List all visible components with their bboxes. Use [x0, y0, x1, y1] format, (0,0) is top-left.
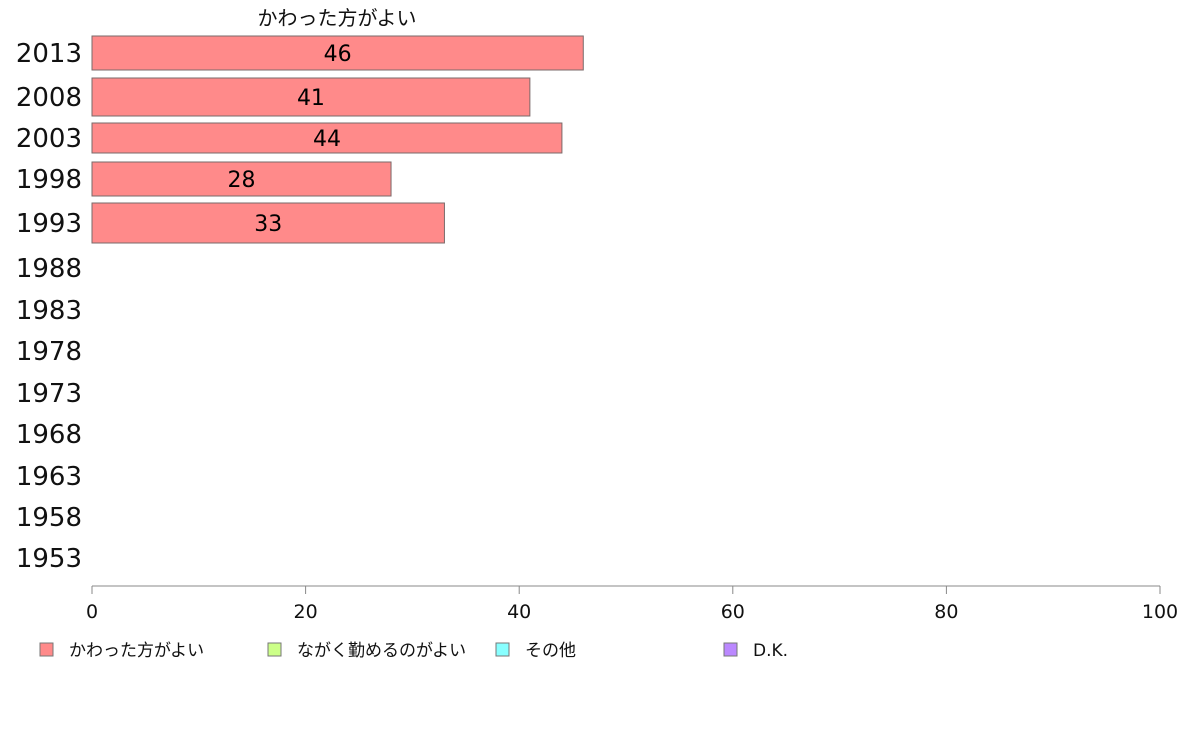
y-tick-label: 1983: [16, 296, 82, 326]
series-title: かわった方がよい: [258, 6, 417, 30]
bar-value-label: 41: [297, 86, 325, 111]
y-tick-label: 2013: [16, 39, 82, 69]
y-tick-label: 2003: [16, 124, 82, 154]
y-axis-labels: 2013 2008 2003 1998 1993 1988 1983 1978 1973 1968…: [16, 39, 82, 574]
bar-value-label: 33: [254, 212, 282, 237]
y-tick-label: 1973: [16, 379, 82, 409]
bar: [91, 202, 445, 244]
x-tick-label: 80: [934, 601, 958, 623]
bar: [91, 35, 584, 71]
bar: [91, 77, 531, 117]
bar-value-label: 46: [324, 42, 352, 67]
x-axis: 0 20 40 60 80 100: [86, 585, 1178, 623]
legend-swatch: [39, 642, 54, 657]
legend-label: D.K.: [753, 641, 788, 661]
y-tick-label: 1978: [16, 337, 82, 367]
legend-swatch: [267, 642, 282, 657]
x-tick-label: 40: [507, 601, 531, 623]
y-tick-label: 1963: [16, 462, 82, 492]
y-tick-label: 1953: [16, 544, 82, 574]
bar: [91, 122, 563, 154]
bar-value-label: 44: [313, 127, 341, 152]
y-tick-label: 1958: [16, 503, 82, 533]
x-tick-label: 20: [294, 601, 318, 623]
legend-label: その他: [525, 641, 576, 661]
legend-label: かわった方がよい: [69, 641, 204, 661]
x-tick-label: 0: [86, 601, 98, 623]
bars-group: 46 41 44 28 33: [91, 35, 584, 244]
y-tick-label: 1988: [16, 254, 82, 284]
bar-value-label: 28: [228, 168, 256, 193]
legend-label: ながく勤めるのがよい: [297, 641, 466, 661]
y-tick-label: 1998: [16, 165, 82, 195]
y-tick-label: 1993: [16, 209, 82, 239]
y-tick-label: 2008: [16, 83, 82, 113]
y-tick-label: 1968: [16, 420, 82, 450]
legend: かわった方がよい ながく勤めるのがよい その他 D.K.: [39, 641, 788, 661]
legend-swatch: [723, 642, 738, 657]
x-tick-label: 60: [721, 601, 745, 623]
x-tick-label: 100: [1142, 601, 1178, 623]
bar: [91, 161, 392, 197]
legend-swatch: [495, 642, 510, 657]
